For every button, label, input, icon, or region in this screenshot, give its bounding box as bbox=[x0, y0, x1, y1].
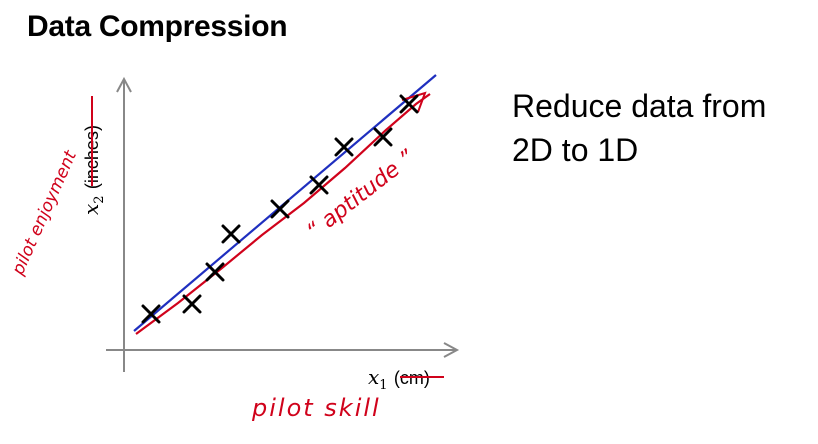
x-axis-arrowhead bbox=[443, 342, 460, 358]
point bbox=[205, 262, 225, 282]
red-arrow-tip bbox=[401, 91, 427, 113]
point bbox=[334, 137, 354, 157]
x-handwritten-label: pilot skill bbox=[251, 394, 381, 422]
axes bbox=[106, 76, 460, 372]
x-axis-variable: x bbox=[368, 365, 379, 389]
x-axis-subscript: 1 bbox=[379, 378, 387, 393]
slide-title: Data Compression bbox=[27, 10, 288, 43]
point bbox=[399, 94, 419, 114]
y-axis-arrowhead bbox=[116, 76, 132, 93]
aptitude-annotation: “ aptitude ” bbox=[302, 145, 420, 245]
x-axis-label: x1 (cm) bbox=[368, 365, 430, 393]
point bbox=[221, 224, 241, 244]
point bbox=[309, 175, 329, 195]
data-points bbox=[141, 94, 419, 324]
point bbox=[141, 304, 161, 324]
y-axis-subscript: 2 bbox=[92, 195, 107, 203]
point bbox=[270, 199, 290, 219]
point bbox=[373, 127, 393, 147]
point bbox=[182, 294, 202, 314]
red-projection-line bbox=[135, 93, 431, 335]
statement-line-2: 2D to 1D bbox=[512, 132, 639, 168]
statement: Reduce data from 2D to 1D bbox=[512, 84, 766, 172]
statement-line-1: Reduce data from bbox=[512, 88, 767, 124]
y-axis-variable: x bbox=[79, 204, 103, 215]
y-handwritten-label: pilot enjoyment bbox=[8, 147, 82, 279]
